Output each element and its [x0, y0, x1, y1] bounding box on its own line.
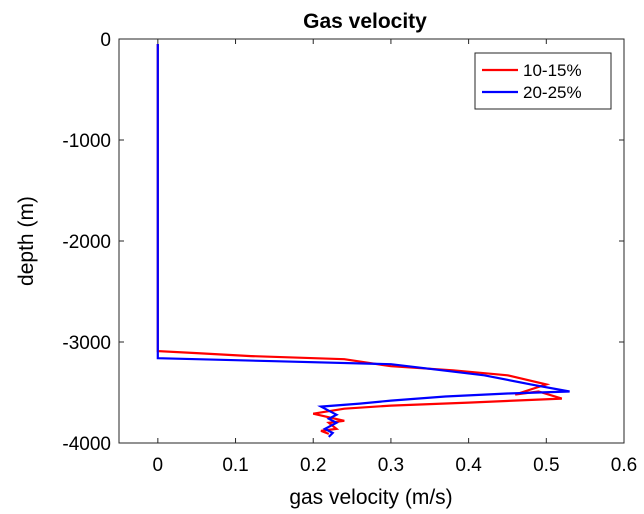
y-axis-ticks: 0 -1000 -2000 -3000 -4000 [62, 30, 624, 455]
legend: 10-15% 20-25% [474, 52, 612, 110]
series-layer [156, 44, 570, 438]
y-tick-label: -4000 [62, 434, 111, 455]
x-axis-label: gas velocity (m/s) [289, 486, 452, 509]
x-tick-label: 0.4 [455, 455, 482, 476]
legend-label-1: 10-15% [523, 61, 582, 80]
legend-box [474, 52, 612, 110]
x-tick-label: 0.2 [300, 455, 326, 476]
legend-label-2: 20-25% [523, 83, 582, 102]
x-axis-ticks: 0 0.1 0.2 0.3 0.4 0.5 0.6 [153, 39, 637, 476]
y-tick-label: 0 [100, 30, 111, 51]
x-tick-label: 0.6 [611, 455, 637, 476]
x-tick-label: 0 [153, 455, 164, 476]
y-axis-label: depth (m) [15, 196, 38, 286]
series-line-2 [156, 44, 570, 438]
x-tick-label: 0.3 [378, 455, 404, 476]
x-tick-label: 0.5 [533, 455, 559, 476]
chart-title: Gas velocity [303, 10, 427, 33]
x-tick-label: 0.1 [222, 455, 248, 476]
y-tick-label: -1000 [62, 131, 111, 152]
y-tick-label: -2000 [62, 232, 111, 253]
y-tick-label: -3000 [62, 333, 111, 354]
